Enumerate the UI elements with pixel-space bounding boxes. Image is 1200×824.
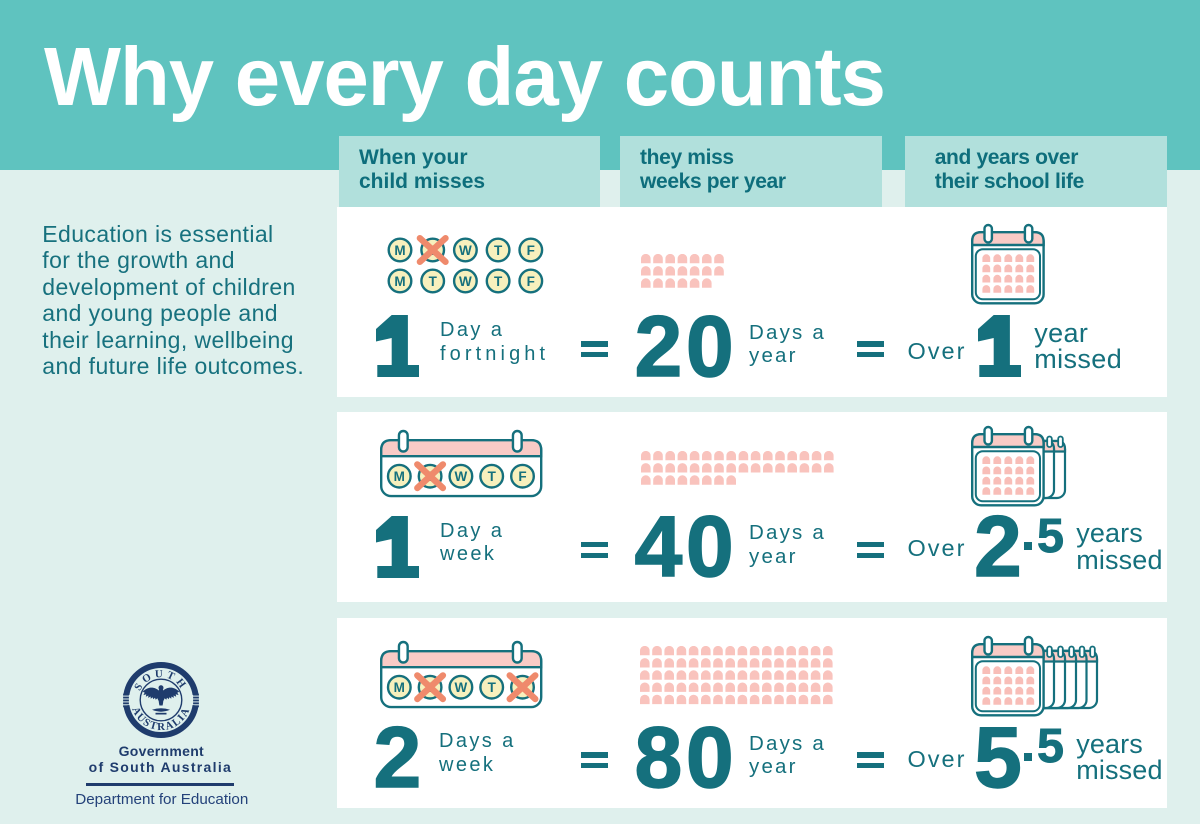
svg-text:T: T [494, 243, 503, 258]
svg-text:T: T [488, 469, 497, 484]
svg-text:F: F [527, 243, 535, 258]
svg-text:W: W [459, 274, 472, 289]
svg-text:T: T [494, 274, 503, 289]
svg-text:F: F [527, 274, 535, 289]
svg-text:F: F [519, 469, 527, 484]
svg-text:T: T [429, 274, 438, 289]
svg-text:M: M [394, 243, 405, 258]
svg-text:W: W [455, 680, 468, 695]
svg-text:T: T [488, 680, 497, 695]
svg-text:M: M [394, 469, 405, 484]
svg-text:W: W [459, 243, 472, 258]
svg-text:W: W [455, 469, 468, 484]
svg-text:M: M [394, 680, 405, 695]
svg-text:M: M [394, 274, 405, 289]
